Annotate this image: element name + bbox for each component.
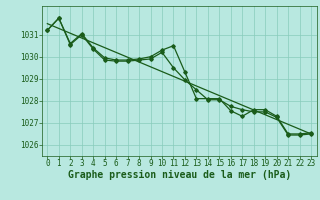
- X-axis label: Graphe pression niveau de la mer (hPa): Graphe pression niveau de la mer (hPa): [68, 170, 291, 180]
